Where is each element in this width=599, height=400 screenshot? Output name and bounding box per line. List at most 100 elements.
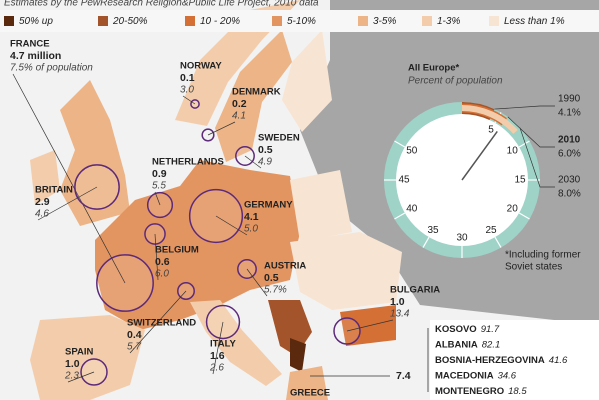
- greece: [286, 366, 328, 400]
- population: 1.0: [390, 296, 405, 308]
- leader-line: [154, 233, 159, 281]
- share: 5.5: [152, 181, 166, 192]
- dial-arc: [461, 105, 518, 134]
- share: 5.7%: [264, 285, 287, 296]
- finland: [282, 30, 332, 132]
- leader-line: [212, 321, 224, 375]
- legend-label: 50% up: [19, 16, 53, 27]
- legend-swatch: [98, 16, 108, 26]
- share: 13.4: [390, 309, 410, 320]
- country-name: ITALY: [210, 339, 237, 350]
- share: 2.6: [209, 363, 224, 374]
- dial-label: 50: [406, 146, 418, 157]
- inset-year: 1990: [558, 94, 581, 105]
- population: 0.1: [180, 72, 195, 84]
- iberia: [30, 315, 145, 400]
- country-name: NORWAY: [180, 61, 222, 72]
- leader-line: [129, 290, 187, 354]
- inset-year: 2010: [558, 135, 581, 146]
- dial-tick: [394, 212, 406, 220]
- legend-label: 10 - 20%: [200, 16, 240, 27]
- balkan-row: MONTENEGRO 18.5: [435, 386, 527, 397]
- dial-label: 20: [507, 204, 519, 215]
- legend-band: [0, 10, 599, 32]
- dial-tick: [518, 212, 530, 220]
- dial-label: 40: [406, 204, 418, 215]
- inset-note: Soviet states: [505, 262, 562, 273]
- legend-swatch: [185, 16, 195, 26]
- country-name: SWITZERLAND: [127, 318, 196, 329]
- leader-line: [182, 95, 196, 105]
- dial-label: 35: [427, 225, 439, 236]
- country-name: SWEDEN: [258, 133, 300, 144]
- balkan-share: 18.5: [508, 386, 527, 397]
- country-name: AUSTRIA: [264, 261, 306, 272]
- country-name: FRANCE: [10, 39, 50, 50]
- leader-line: [494, 105, 555, 110]
- share: 7.5% of population: [10, 63, 93, 74]
- balkan-box: [430, 320, 599, 400]
- legend-label: 3-5%: [373, 16, 396, 27]
- population: 1.6: [210, 350, 225, 362]
- dial-label: 45: [398, 175, 410, 186]
- leader-line: [215, 215, 248, 236]
- leader-line: [246, 268, 268, 297]
- country-name: BULGARIA: [390, 285, 440, 296]
- subtitle: Estimates by the PewResearch Religion&Pu…: [4, 0, 319, 9]
- balkan-row: ALBANIA 82.1: [435, 339, 500, 350]
- inset-value: 4.1%: [558, 108, 581, 119]
- central-europe: [290, 170, 352, 242]
- population: 0.4: [127, 329, 142, 341]
- legend-swatch: [4, 16, 14, 26]
- population: 0.2: [232, 98, 247, 110]
- balkan-name: KOSOVO: [435, 324, 477, 335]
- western-europe: [95, 160, 300, 330]
- dial-needle: [461, 131, 498, 181]
- legend-label: 20-50%: [112, 16, 148, 27]
- country-name: DENMARK: [232, 87, 281, 98]
- inset-title: All Europe*: [408, 63, 460, 74]
- share: 5.7: [127, 342, 141, 353]
- balkan-row: KOSOVO 91.7: [435, 324, 500, 335]
- legend-swatch: [489, 16, 499, 26]
- inset-subtitle: Percent of population: [408, 76, 503, 87]
- dial-tick: [422, 236, 430, 248]
- leader-line: [67, 371, 95, 383]
- population: 0.5: [264, 272, 279, 284]
- eastern-europe: [290, 232, 402, 310]
- balkan-share: 41.6: [549, 355, 568, 366]
- kosovo-albania: [290, 338, 306, 372]
- share: 2.3: [64, 371, 79, 382]
- leader-line: [519, 127, 555, 188]
- dial-tick: [518, 140, 530, 148]
- leader-line: [346, 319, 394, 332]
- legend-label: 1-3%: [437, 16, 460, 27]
- population: 1.0: [65, 358, 80, 370]
- legend-swatch: [358, 16, 368, 26]
- balkan-row: MACEDONIA 34.6: [435, 370, 517, 381]
- population: 0.5: [258, 144, 273, 156]
- bulgaria: [340, 305, 396, 346]
- ireland: [30, 150, 60, 205]
- balkan-share: 91.7: [481, 324, 500, 335]
- country-name: NETHERLANDS: [152, 157, 224, 168]
- population: 4.7 million: [10, 50, 61, 62]
- population: 2.9: [35, 196, 50, 208]
- population: 0.6: [155, 256, 170, 268]
- country-name: GERMANY: [244, 200, 293, 211]
- legend-label: 5-10%: [287, 16, 316, 27]
- legend-swatch: [422, 16, 432, 26]
- inset-value: 8.0%: [558, 189, 581, 200]
- leader-line: [154, 191, 161, 206]
- leader-line: [244, 155, 262, 169]
- leader-line: [37, 186, 98, 221]
- share: 3.0: [180, 85, 194, 96]
- dial-label: 25: [485, 225, 497, 236]
- country-name: BELGIUM: [155, 245, 199, 256]
- leader-line: [207, 121, 236, 136]
- leader-line: [507, 116, 555, 148]
- legend-swatch: [272, 16, 282, 26]
- country-name: BRITAIN: [35, 185, 73, 196]
